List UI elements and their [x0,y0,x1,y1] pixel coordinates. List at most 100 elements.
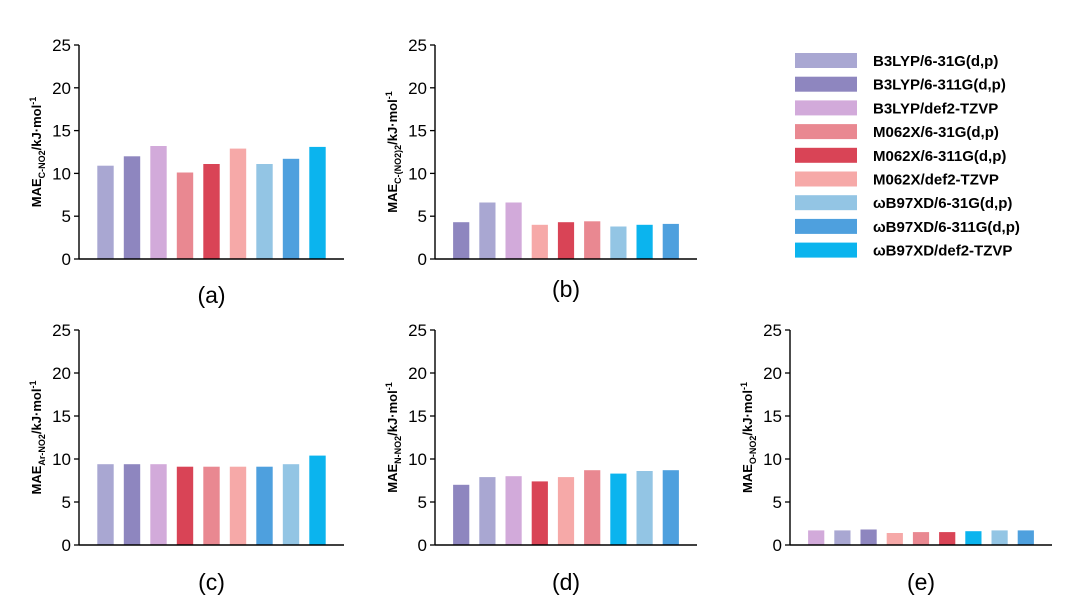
bar [505,476,522,545]
y-tick-label: 25 [408,321,427,340]
legend-label: B3LYP/6-31G(d,p) [873,53,998,70]
bar [662,470,679,545]
y-tick-label: 15 [52,407,71,426]
y-tick-label: 10 [52,164,71,183]
y-tick-label: 20 [408,364,427,383]
legend-swatch [795,147,857,163]
chart-panel-3: 0 5 10 15 20 25 MAEAr-NO2/kJ·mol-1 (c) [28,321,344,595]
bar [912,532,930,545]
y-tick-label: 15 [763,407,782,426]
bar [531,481,548,545]
legend-label: M062X/def2-TZVP [873,172,999,189]
bar [282,158,300,259]
panel-caption: (b) [552,276,580,302]
y-tick-label: 25 [763,321,782,340]
chart-panel-4: 0 5 10 15 20 25 MAEN-NO2/kJ·mol-1 (d) [384,321,697,595]
legend-label: ωB97XD/def2-TZVP [873,243,1012,260]
bar [123,156,141,259]
bar [860,529,877,545]
bar [309,146,326,259]
bar [453,484,470,545]
chart-panel-5: 0 5 10 15 20 25 MAEO-NO2/kJ·mol-1 (e) [739,321,1052,595]
legend-swatch [795,242,857,258]
legend-swatch [795,124,857,140]
y-tick-label: 25 [408,36,427,55]
bar [176,466,194,545]
y-tick-label: 25 [52,321,71,340]
y-tick-label: 25 [52,36,71,55]
legend-swatch [795,218,857,234]
legend: B3LYP/6-31G(d,p) B3LYP/6-311G(d,p) B3LYP/d… [795,53,1020,260]
y-tick-label: 10 [52,450,71,469]
legend-swatch [795,195,857,211]
bar [939,532,956,545]
bar [636,224,653,259]
y-tick-label: 20 [763,364,782,383]
y-axis-label: MAEN-NO2/kJ·mol-1 [384,382,403,492]
y-axis-label: MAEO-NO2/kJ·mol-1 [739,382,758,493]
bar [636,471,653,545]
y-tick-label: 5 [418,493,427,512]
y-axis-label: MAEAr-NO2/kJ·mol-1 [28,381,47,495]
bar [203,164,220,259]
legend-label: ωB97XD/6-31G(d,p) [873,195,1012,212]
y-tick-label: 10 [408,450,427,469]
bar [610,226,627,259]
bar [1017,530,1034,545]
bar [886,533,903,545]
bar [584,470,601,545]
bar [150,464,167,545]
bar [203,466,220,545]
y-tick-label: 20 [52,364,71,383]
bar [282,464,300,545]
legend-swatch [795,53,857,68]
bar [453,222,470,259]
y-tick-label: 10 [408,164,427,183]
y-tick-label: 15 [408,407,427,426]
legend-label: M062X/6-311G(d,p) [873,148,1006,165]
bar [256,466,273,545]
y-tick-label: 5 [773,493,782,512]
bar [479,202,496,259]
legend-swatch [795,76,857,92]
legend-swatch [795,100,857,116]
bar [557,477,575,545]
y-tick-label: 15 [52,122,71,141]
bar [557,222,575,259]
bar [991,530,1008,545]
bar [834,530,851,545]
bar [309,455,326,545]
bar [479,477,496,545]
y-axis-label: MAEC-NO2/kJ·mol-1 [28,97,47,207]
panel-caption: (a) [197,282,225,308]
bar [97,464,114,545]
legend-swatch [795,171,857,187]
bar [229,148,247,259]
y-tick-label: 0 [62,536,71,555]
bar [256,164,273,259]
bar [229,466,247,545]
y-tick-label: 5 [62,207,71,226]
panel-caption: (d) [552,569,580,595]
bar [610,473,627,545]
bar [808,530,825,545]
bar [505,202,522,259]
y-tick-label: 10 [763,450,782,469]
y-tick-label: 0 [418,250,427,269]
y-tick-label: 0 [418,536,427,555]
y-tick-label: 0 [62,250,71,269]
panel-caption: (c) [198,569,225,595]
legend-label: B3LYP/def2-TZVP [873,100,998,117]
bar [150,146,167,259]
bar [584,221,601,259]
chart-panel-2: 0 5 10 15 20 25 MAEC-(NO2)2/kJ·mol-1 (b) [384,36,697,302]
y-tick-label: 5 [62,493,71,512]
bar [531,224,548,259]
legend-label: ωB97XD/6-311G(d,p) [873,219,1020,236]
y-tick-label: 5 [418,207,427,226]
y-tick-label: 0 [773,536,782,555]
y-axis-label: MAEC-(NO2)2/kJ·mol-1 [384,91,403,212]
panel-caption: (e) [907,569,935,595]
bar [965,531,982,545]
bar [176,172,194,259]
